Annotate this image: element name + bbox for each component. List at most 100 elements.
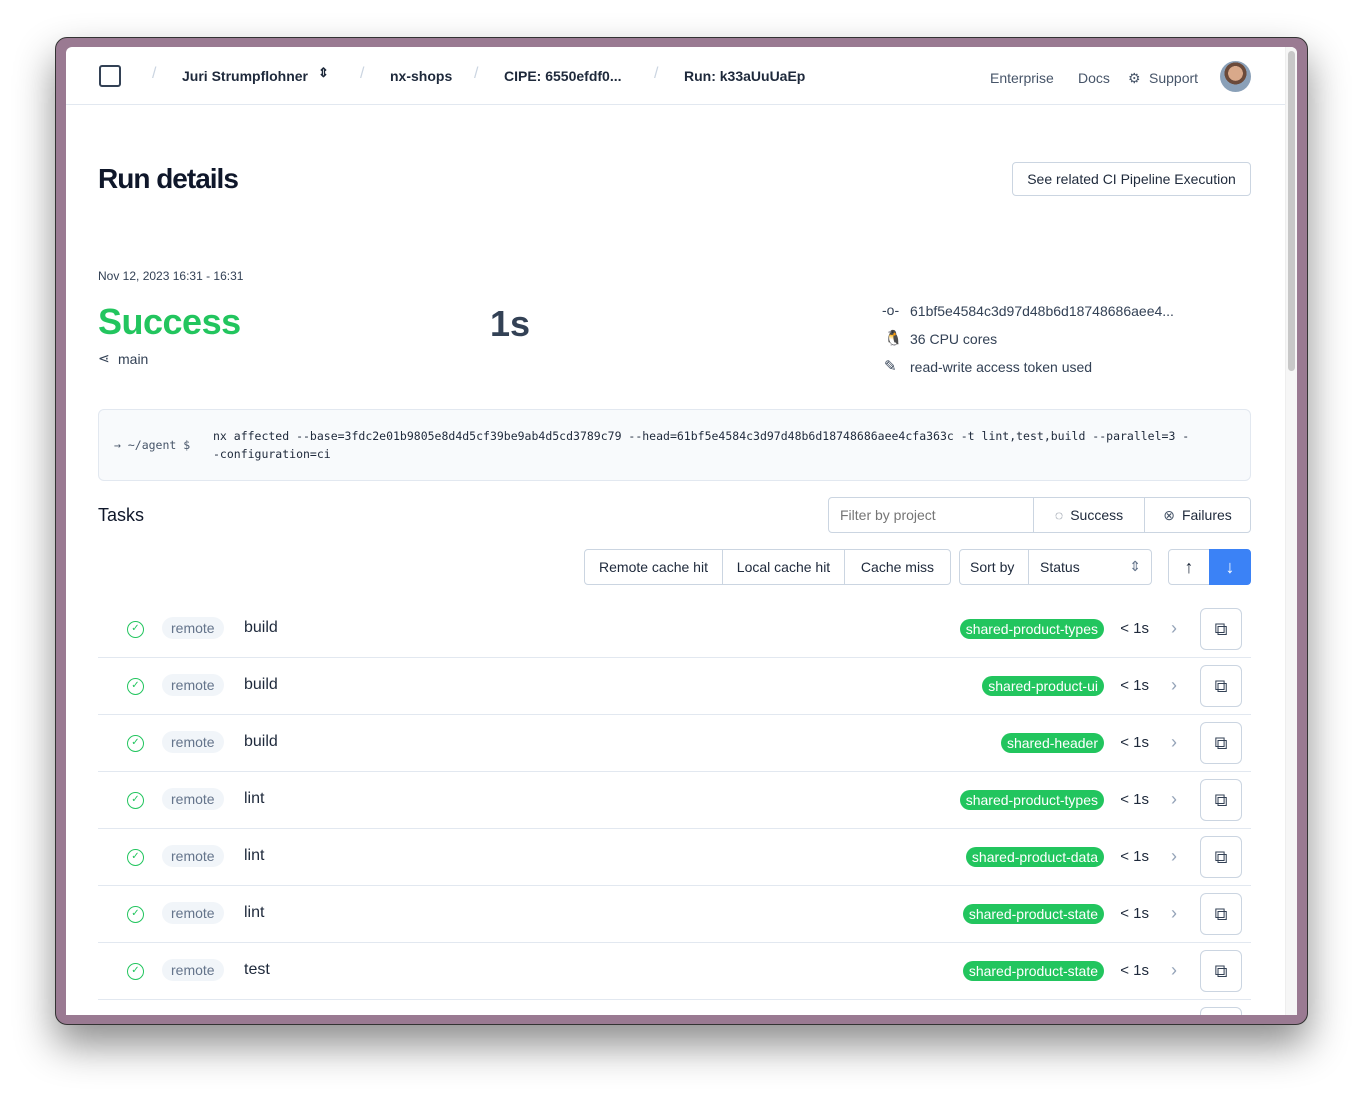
run-duration: 1s (490, 303, 531, 344)
breadcrumb-separator: / (654, 65, 659, 82)
open-external-button[interactable]: ⧉ (1200, 608, 1242, 650)
project-badge[interactable]: shared-product-state (962, 961, 1104, 981)
command-block: → ~/agent $ nx affected --base=3fdc2e01b… (98, 409, 1251, 481)
breadcrumb-cipe[interactable]: CIPE: 6550efdf0... (504, 68, 622, 84)
pencil-icon: ✎ (884, 358, 897, 375)
run-timestamp: Nov 12, 2023 16:31 - 16:31 (98, 269, 244, 283)
task-row[interactable]: ✓ remote build shared-product-ui < 1s › … (98, 658, 1251, 715)
task-row[interactable]: ✓ remote build shared-product-types < 1s… (98, 601, 1251, 658)
breadcrumb-workspace[interactable]: nx-shops (390, 68, 453, 84)
task-target: lint (244, 904, 265, 921)
open-external-button[interactable]: ⧉ (1200, 779, 1242, 821)
nav-support[interactable]: Support (1149, 70, 1199, 86)
sort-ascending-button[interactable]: ↑ (1168, 549, 1210, 585)
check-circle-icon: ✓ (127, 678, 144, 695)
check-circle-icon: ◌ (1054, 507, 1064, 523)
task-target: lint (244, 847, 265, 864)
breadcrumb-separator: / (360, 65, 365, 82)
project-badge[interactable]: shared-product-data (965, 847, 1104, 867)
cache-miss-button[interactable]: Cache miss (860, 559, 935, 575)
task-row[interactable]: ✓ remote lint shared-product-state < 1s … (98, 886, 1251, 943)
project-badge[interactable]: shared-product-ui (982, 676, 1104, 696)
breadcrumb-separator: / (152, 65, 157, 82)
cache-tag: remote (162, 788, 224, 810)
check-circle-icon: ✓ (127, 621, 144, 638)
task-duration: < 1s (1120, 962, 1149, 979)
project-badge[interactable]: shared-product-types (959, 790, 1104, 810)
branch-name: main (118, 351, 149, 367)
open-external-button[interactable]: ⧉ (1200, 722, 1242, 764)
task-target: build (244, 733, 278, 750)
task-target: test (244, 961, 270, 978)
nav-docs[interactable]: Docs (1078, 70, 1110, 86)
scrollbar-track[interactable] (1285, 47, 1297, 1015)
tasks-heading: Tasks (98, 505, 145, 525)
user-avatar[interactable] (1220, 61, 1251, 92)
arrow-up-icon: ↑ (1184, 556, 1194, 577)
filter-success-button[interactable]: ◌ Success (1034, 498, 1145, 532)
terminal-prompt: → ~/agent $ (114, 438, 191, 452)
cache-tag: remote (162, 731, 224, 753)
check-circle-icon: ✓ (127, 735, 144, 752)
task-duration: < 1s (1120, 791, 1149, 808)
task-duration: < 1s (1120, 905, 1149, 922)
task-filter-bar: ◌ Success ⊗ Failures (828, 497, 1251, 533)
task-row[interactable]: ✓ remote lint shared-product-types < 1s … (98, 772, 1251, 829)
task-duration: < 1s (1120, 848, 1149, 865)
filter-project-input[interactable] (829, 498, 1034, 532)
task-target: build (244, 619, 278, 636)
task-duration: < 1s (1120, 620, 1149, 637)
cpu-cores: 36 CPU cores (910, 331, 998, 347)
cache-tag: remote (162, 674, 224, 696)
related-cipe-button[interactable]: See related CI Pipeline Execution (1012, 162, 1251, 196)
scrollbar-thumb[interactable] (1288, 51, 1295, 371)
task-row[interactable]: ✓ remote lint shared-product-data < 1s ›… (98, 829, 1251, 886)
open-external-button[interactable]: ⧉ (1200, 665, 1242, 707)
branch-icon: ⋖ (98, 350, 110, 366)
project-badge[interactable]: shared-product-types (959, 619, 1104, 639)
support-icon: ⚙ (1128, 70, 1141, 86)
filter-failures-button[interactable]: ⊗ Failures (1145, 498, 1250, 532)
open-external-button[interactable]: ⧉ (1200, 893, 1242, 935)
chevron-right-icon[interactable]: › (1171, 846, 1177, 866)
cache-tag: remote (162, 845, 224, 867)
task-duration: < 1s (1120, 677, 1149, 694)
top-navigation: / Juri Strumpflohner ⇕ / nx-shops / CIPE… (66, 47, 1285, 105)
sort-select[interactable]: Sort by Status ⇕ (959, 549, 1152, 585)
nav-enterprise[interactable]: Enterprise (990, 70, 1054, 86)
page-title: Run details (98, 163, 239, 194)
chevron-right-icon[interactable]: › (1171, 618, 1177, 638)
linux-icon: 🐧 (884, 330, 903, 347)
open-external-button[interactable]: ⧉ (1200, 836, 1242, 878)
browser-viewport: / Juri Strumpflohner ⇕ / nx-shops / CIPE… (66, 47, 1297, 1015)
task-row[interactable]: ✓ remote build shared-header < 1s › ⧉ (98, 715, 1251, 772)
chevron-up-down-icon[interactable]: ⇕ (318, 65, 329, 80)
chevron-right-icon[interactable]: › (1171, 732, 1177, 752)
run-status: Success (98, 301, 241, 342)
open-external-button[interactable] (1200, 1007, 1242, 1015)
breadcrumb-run[interactable]: Run: k33aUuUaEp (684, 68, 806, 84)
nx-cloud-logo-icon[interactable] (99, 65, 121, 87)
task-row[interactable]: ✓ remote test shared-product-state < 1s … (98, 943, 1251, 1000)
remote-cache-hit-button[interactable]: Remote cache hit (585, 550, 723, 584)
sort-descending-button[interactable]: ↓ (1209, 549, 1251, 585)
chevron-right-icon[interactable]: › (1171, 960, 1177, 980)
chevron-right-icon[interactable]: › (1171, 789, 1177, 809)
chevron-up-down-icon: ⇕ (1129, 558, 1141, 574)
task-target: lint (244, 790, 265, 807)
cache-tag: remote (162, 959, 224, 981)
local-cache-hit-button[interactable]: Local cache hit (723, 550, 845, 584)
access-token-info: read-write access token used (910, 359, 1093, 375)
breadcrumb-user[interactable]: Juri Strumpflohner (182, 68, 309, 84)
project-badge[interactable]: shared-header (1000, 733, 1104, 753)
task-target: build (244, 676, 278, 693)
open-external-button[interactable]: ⧉ (1200, 950, 1242, 992)
task-row[interactable] (98, 1000, 1251, 1015)
breadcrumb-separator: / (474, 65, 479, 82)
filter-failures-label: Failures (1181, 507, 1232, 523)
commit-sha: 61bf5e4584c3d97d48b6d18748686aee4... (910, 303, 1174, 319)
chevron-right-icon[interactable]: › (1171, 675, 1177, 695)
chevron-right-icon[interactable]: › (1171, 903, 1177, 923)
cache-tag: remote (162, 902, 224, 924)
project-badge[interactable]: shared-product-state (962, 904, 1104, 924)
